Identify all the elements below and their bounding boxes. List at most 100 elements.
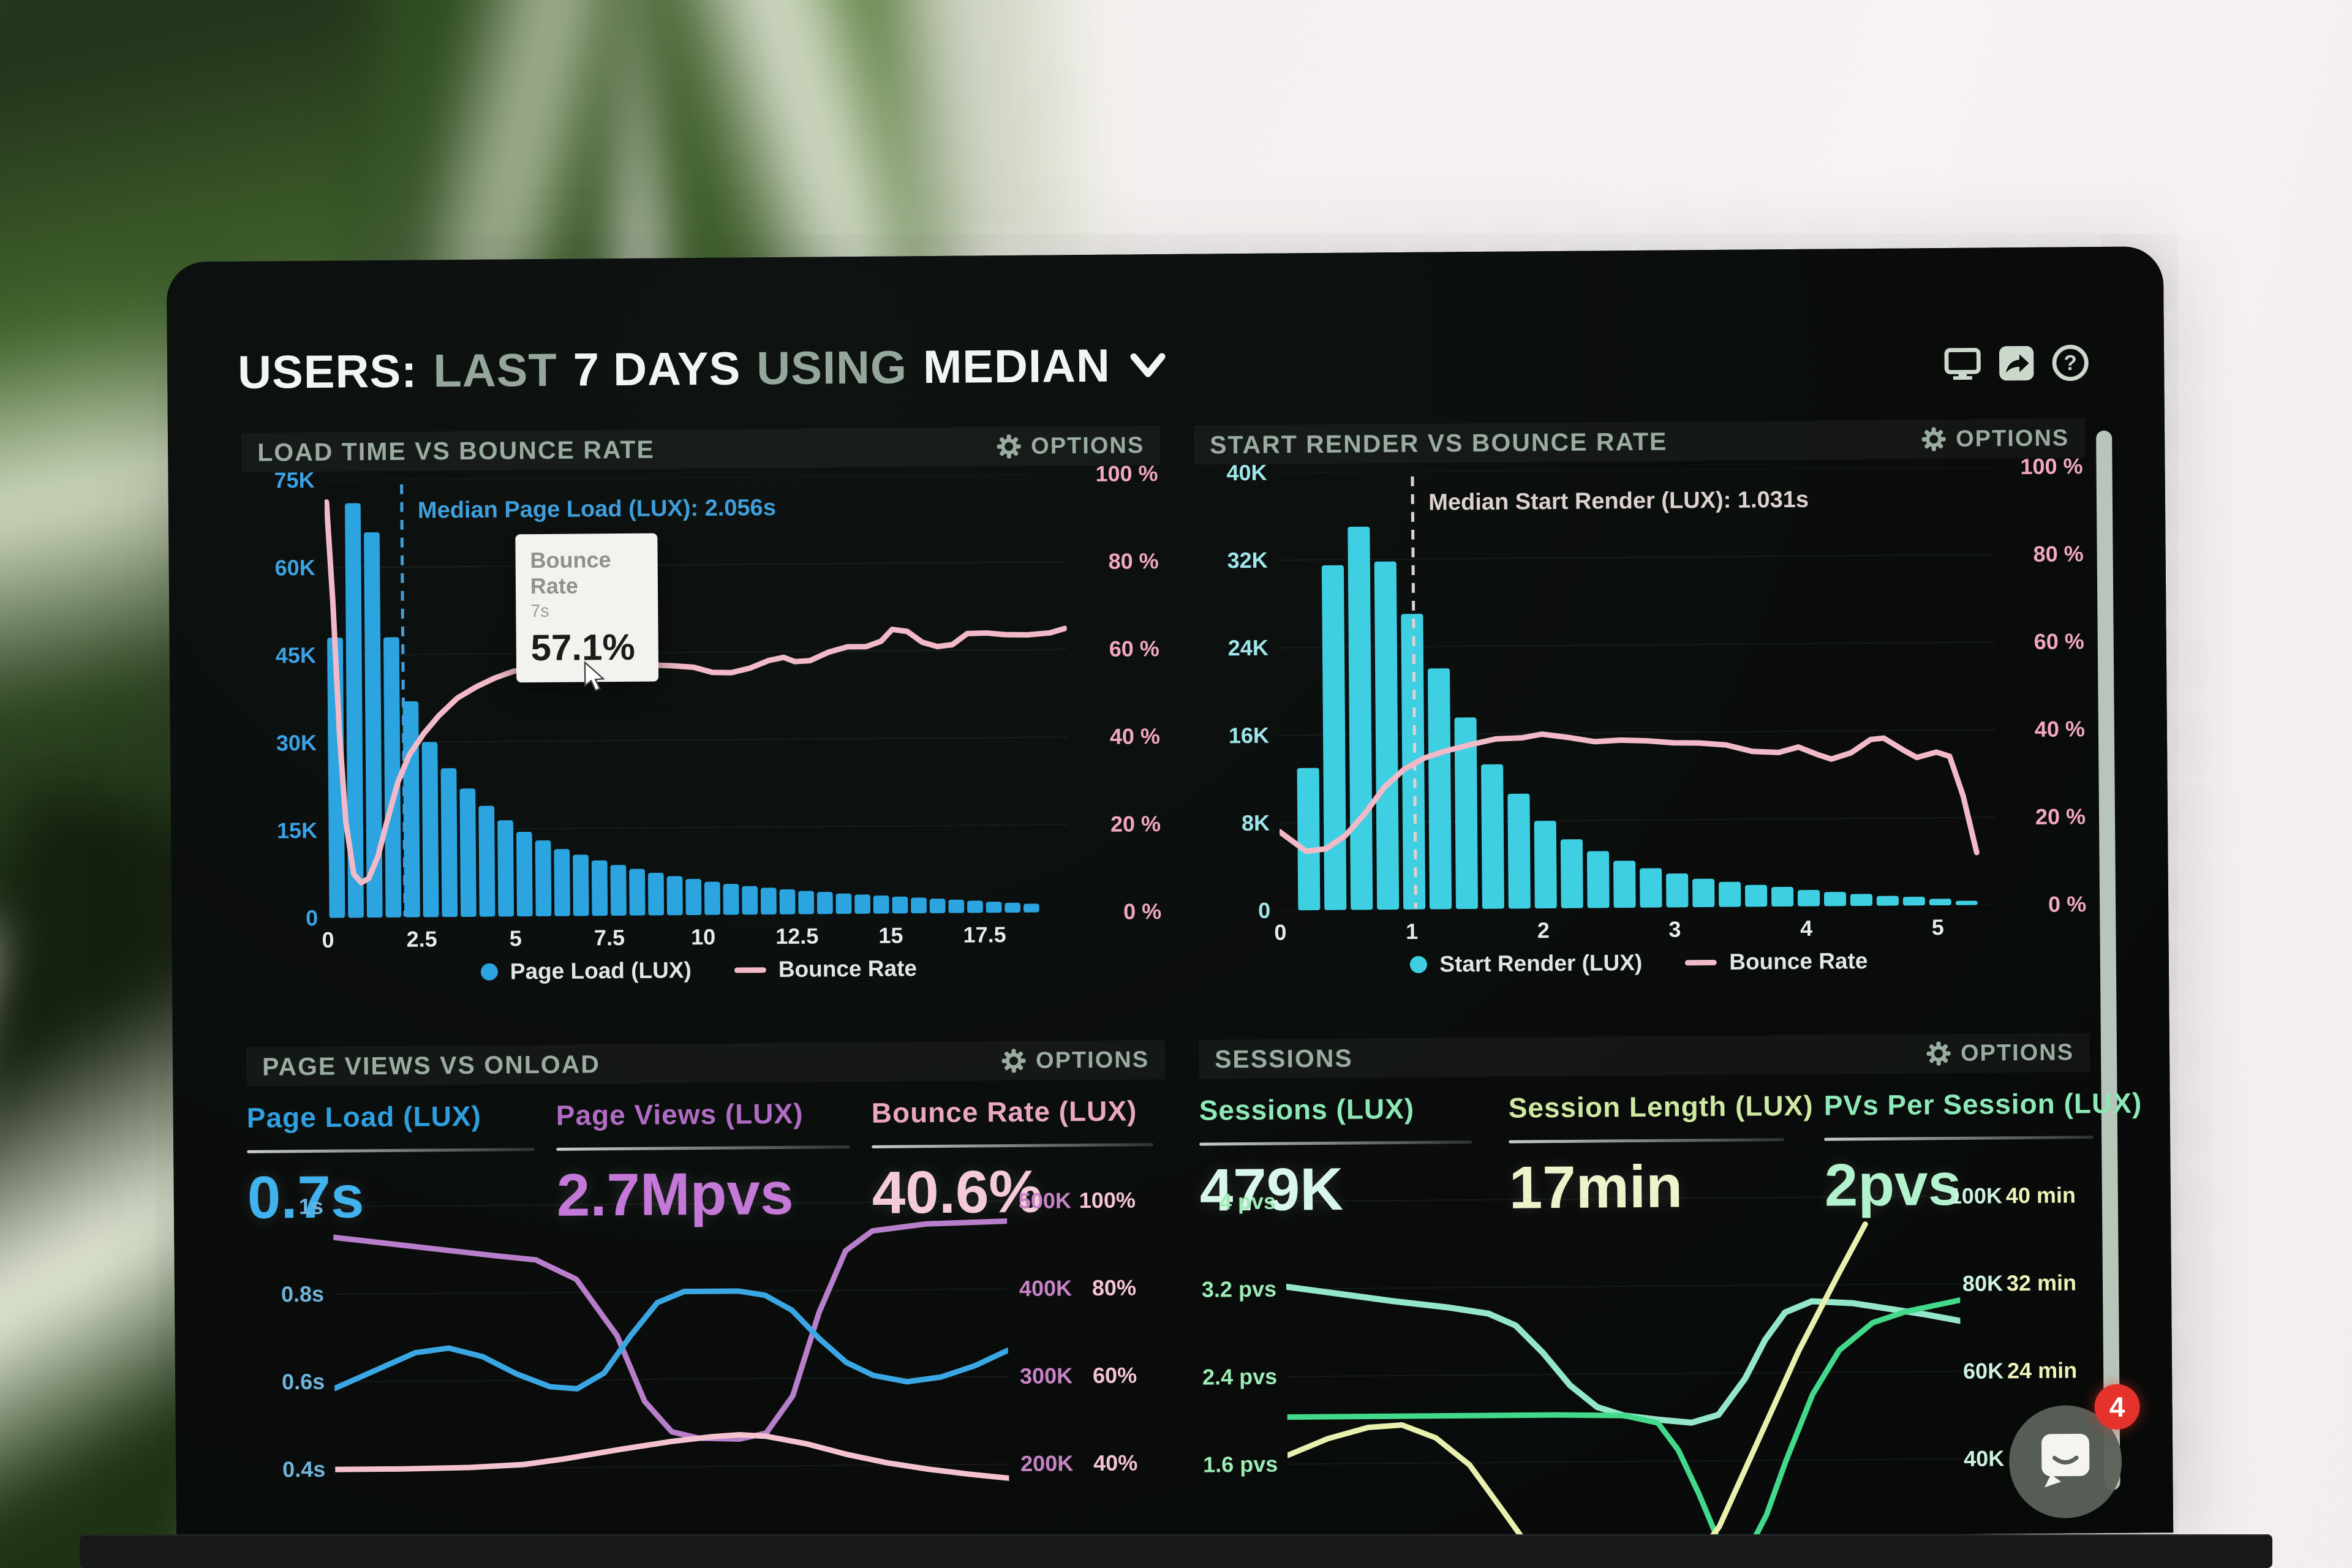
gear-icon xyxy=(1001,1049,1026,1073)
axis-tick: 1s xyxy=(298,1194,324,1219)
axis-tick: 2.4 pvs xyxy=(1202,1363,1278,1390)
axis-tick: 30K xyxy=(276,729,317,756)
legend-item: Bounce Rate xyxy=(734,956,917,982)
axis-tick: 16K xyxy=(1228,722,1270,748)
axis-tick: 75K xyxy=(274,467,315,493)
axis-tick: 5 xyxy=(1931,914,1944,940)
axis-tick: 40 min xyxy=(2005,1182,2076,1208)
axis-tick: 80 % xyxy=(1108,548,1159,574)
title-part: 7 DAYS xyxy=(573,342,741,396)
title-part: USING xyxy=(756,341,908,395)
axis-tick: 300K xyxy=(1019,1363,1073,1389)
axis-tick: 80% xyxy=(1091,1275,1137,1301)
chat-button[interactable]: 4 xyxy=(2008,1384,2140,1519)
axis-tick: 0 xyxy=(1274,919,1287,945)
axis-tick: 60 % xyxy=(2034,628,2084,654)
display-icon[interactable] xyxy=(1943,345,1981,383)
plot-area[interactable]: Median Page Load (LUX): 2.056s Bounce Ra… xyxy=(324,474,1069,918)
axis-tick: 7.5 xyxy=(594,924,625,951)
title-part: MEDIAN xyxy=(922,339,1111,394)
help-icon[interactable]: ? xyxy=(2051,344,2089,382)
axis-tick: 100 % xyxy=(2020,453,2083,480)
mouse-cursor-icon xyxy=(584,660,605,692)
toolbar: ? xyxy=(1943,344,2089,383)
axis-tick: 8K xyxy=(1241,810,1270,836)
notification-badge: 4 xyxy=(2094,1384,2140,1430)
axis-tick: 3.2 pvs xyxy=(1201,1276,1277,1302)
legend-dot-swatch xyxy=(1410,956,1428,973)
axis-tick: 0.6s xyxy=(281,1369,325,1395)
panel-header: START RENDER VS BOUNCE RATE OPTIONS xyxy=(1193,418,2086,465)
panel-page-views-vs-onload: PAGE VIEWS VS ONLOAD OPTIONS xyxy=(246,1040,1169,1548)
axis-tick: 40 % xyxy=(2034,716,2086,742)
axis-tick: 0 % xyxy=(2048,891,2087,917)
axis-tick: 0 xyxy=(306,905,318,931)
laptop-deck xyxy=(80,1534,2272,1568)
axis-tick: 5 xyxy=(509,925,522,951)
axis-tick: 12.5 xyxy=(775,923,819,949)
axis-tick: 60K xyxy=(1962,1358,2004,1384)
gear-icon xyxy=(1926,1041,1951,1066)
axis-tick: 100 % xyxy=(1095,461,1158,486)
axis-tick: 20 % xyxy=(2035,804,2086,829)
legend-item: Start Render (LUX) xyxy=(1410,950,1642,978)
tooltip-subtitle: 7s xyxy=(530,601,549,621)
chart-start-render: Median Start Render (LUX): 1.031s Start … xyxy=(1194,418,2089,1004)
legend-label: Page Load (LUX) xyxy=(510,957,692,984)
axis-tick: 15 xyxy=(878,922,903,948)
gear-icon xyxy=(997,434,1021,459)
options-button[interactable]: OPTIONS xyxy=(1921,425,2069,453)
plot-area[interactable] xyxy=(333,1193,1010,1548)
median-label: Median Start Render (LUX): 1.031s xyxy=(1428,486,1809,516)
legend-label: Bounce Rate xyxy=(1729,948,1868,974)
panel-start-render-vs-bounce-rate: START RENDER VS BOUNCE RATE OPTIONS xyxy=(1193,418,2089,1004)
axis-tick: 0.4s xyxy=(282,1457,326,1482)
options-button[interactable]: OPTIONS xyxy=(997,432,1144,460)
axis-tick: 200K xyxy=(1020,1450,1074,1477)
scrollbar[interactable] xyxy=(2096,430,2120,1491)
axis-tick: 40K xyxy=(1964,1446,2005,1471)
share-icon[interactable] xyxy=(1997,344,2035,382)
panel-sessions: SESSIONS OPTIONS Sessions ( xyxy=(1198,1033,2142,1548)
title-part: USERS: xyxy=(237,345,418,399)
axis-tick: 20 % xyxy=(1110,811,1161,837)
axis-tick: 1 xyxy=(1405,918,1419,944)
axis-tick: 17.5 xyxy=(963,922,1006,948)
axis-tick: 40% xyxy=(1093,1450,1138,1476)
legend-line-swatch xyxy=(1685,959,1717,965)
legend-item: Page Load (LUX) xyxy=(480,957,692,985)
axis-tick: 60% xyxy=(1092,1362,1137,1389)
chart-legend: Start Render (LUX) Bounce Rate xyxy=(1281,947,1997,978)
axis-tick: 45K xyxy=(275,642,317,668)
chart-load-time: Median Page Load (LUX): 2.056s Bounce Ra… xyxy=(241,426,1164,1012)
legend-item: Bounce Rate xyxy=(1685,948,1868,975)
chart-legend: Page Load (LUX) Bounce Rate xyxy=(328,954,1069,986)
options-button[interactable]: OPTIONS xyxy=(1001,1047,1149,1074)
plant-leaf xyxy=(881,0,1091,263)
axis-tick: 500K xyxy=(1018,1188,1072,1214)
chart-sessions: 4 pvs 3.2 pvs 2.4 pvs 1.6 pvs 100K 40 min 80K 3… xyxy=(1199,1033,2094,1548)
axis-tick: 4 xyxy=(1800,915,1813,941)
median-label: Median Page Load (LUX): 2.056s xyxy=(417,495,777,524)
title-part: LAST xyxy=(433,344,558,398)
axis-tick: 400K xyxy=(1019,1275,1072,1302)
axis-tick: 24K xyxy=(1227,635,1268,661)
axis-tick: 100K xyxy=(1949,1183,2003,1208)
panel-load-time-vs-bounce-rate: LOAD TIME VS BOUNCE RATE OPTIONS xyxy=(241,426,1164,1012)
plot-area[interactable]: Median Start Render (LUX): 1.031s xyxy=(1276,467,1997,911)
options-button[interactable]: OPTIONS xyxy=(1926,1039,2074,1067)
legend-label: Bounce Rate xyxy=(778,956,918,982)
axis-tick: 2.5 xyxy=(406,926,437,952)
legend-line-swatch xyxy=(734,967,766,973)
plot-area[interactable] xyxy=(1285,1185,1962,1548)
page-title[interactable]: USERS: LAST 7 DAYS USING MEDIAN xyxy=(238,339,1166,399)
axis-tick: 40K xyxy=(1226,459,1267,486)
dashboard-screen: USERS: LAST 7 DAYS USING MEDIAN ? xyxy=(166,246,2174,1548)
chart-page-views-onload: 1s 0.8s 0.6s 0.4s 500K 100% 400K 80% 300K 60% 200K… xyxy=(246,1040,1169,1548)
axis-tick: 80 % xyxy=(2033,541,2084,567)
axis-tick: 4 pvs xyxy=(1219,1188,1276,1215)
axis-tick: 0 xyxy=(322,927,334,952)
axis-tick: 2 xyxy=(1537,918,1550,943)
tooltip: Bounce Rate 7s 57.1% xyxy=(515,533,659,683)
axis-tick: 24 min xyxy=(2007,1357,2078,1384)
